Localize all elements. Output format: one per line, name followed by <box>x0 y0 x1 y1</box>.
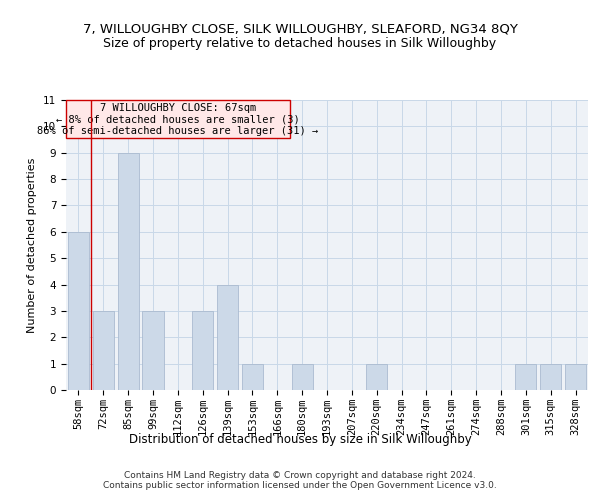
Text: Contains HM Land Registry data © Crown copyright and database right 2024.
Contai: Contains HM Land Registry data © Crown c… <box>103 470 497 490</box>
Bar <box>292 364 313 390</box>
Text: 7, WILLOUGHBY CLOSE, SILK WILLOUGHBY, SLEAFORD, NG34 8QY: 7, WILLOUGHBY CLOSE, SILK WILLOUGHBY, SL… <box>83 22 517 36</box>
Bar <box>565 364 586 390</box>
Text: Distribution of detached houses by size in Silk Willoughby: Distribution of detached houses by size … <box>128 432 472 446</box>
FancyBboxPatch shape <box>66 100 290 138</box>
Bar <box>142 311 164 390</box>
Text: 7 WILLOUGHBY CLOSE: 67sqm
← 8% of detached houses are smaller (3)
86% of semi-de: 7 WILLOUGHBY CLOSE: 67sqm ← 8% of detach… <box>37 102 319 136</box>
Bar <box>540 364 561 390</box>
Bar <box>242 364 263 390</box>
Bar <box>68 232 89 390</box>
Bar <box>217 284 238 390</box>
Bar <box>93 311 114 390</box>
Bar <box>515 364 536 390</box>
Bar <box>192 311 213 390</box>
Bar <box>118 152 139 390</box>
Bar <box>366 364 387 390</box>
Text: Size of property relative to detached houses in Silk Willoughby: Size of property relative to detached ho… <box>103 38 497 51</box>
Y-axis label: Number of detached properties: Number of detached properties <box>28 158 37 332</box>
